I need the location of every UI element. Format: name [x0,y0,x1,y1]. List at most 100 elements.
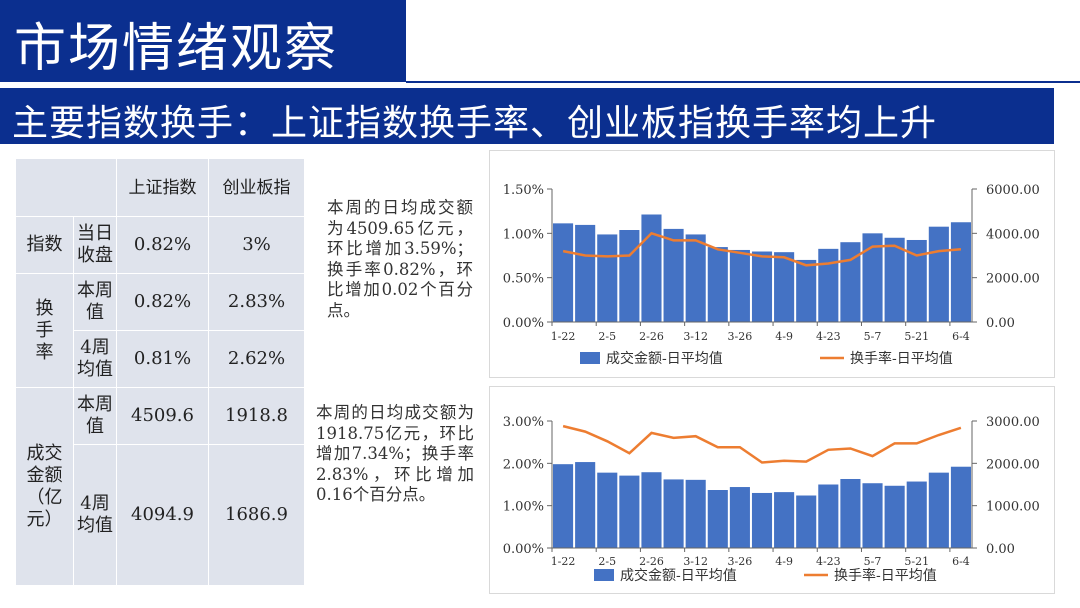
x-tick-label: 4-23 [816,330,841,343]
bar [906,481,927,548]
chart-sh: 0.00% 0.50% 1.00% 1.50% 0.00 2000.00 4000.00 60… [503,183,1040,367]
bar [597,472,618,548]
bar [840,478,861,548]
chart-sh-panel: 0.00% 0.50% 1.00% 1.50% 0.00 2000.00 4000.00 60… [489,150,1055,378]
bar [796,259,817,322]
bar [751,251,773,322]
chart-cy-panel: 0.00% 1.00% 2.00% 3.00% 0.00 1000.00 2000.00 30… [489,386,1055,594]
cell-turn-week-sh: 0.82% [116,273,209,331]
x-tick-label: 3-12 [683,555,708,568]
note-sh: 本周的日均成交额为4509.65亿元，环比增加3.59%；换手率0.82%，环比… [327,198,473,320]
bar [818,248,839,322]
right-tick-label: 0.00 [986,542,1015,557]
turnover-line [562,424,962,464]
turnover-line [562,231,962,267]
cell-vol-week-cy: 1918.8 [208,387,305,445]
x-tick-label: 4-23 [816,555,841,568]
x-tick-label: 5-7 [864,555,882,568]
bar [553,464,574,548]
bar [774,492,795,548]
bar [884,485,905,548]
cell-turn-4w-sh: 0.81% [116,330,209,388]
right-tick-label: 3000.00 [986,415,1040,430]
bar [619,475,640,548]
subtitle-bar: 主要指数换手：上证指数换手率、创业板指换手率均上升 [0,88,1054,144]
x-tick-label: 2-26 [639,555,664,568]
left-tick-label: 1.00% [503,500,544,515]
bar [862,233,883,322]
table-corner [15,158,117,217]
left-tick-label: 0.50% [503,272,544,287]
page-subtitle: 主要指数换手：上证指数换手率、创业板指换手率均上升 [12,103,938,144]
left-tick-label: 0.00% [503,316,544,331]
left-tick-label: 2.00% [503,457,544,472]
bar [906,239,927,322]
bar [928,226,949,322]
bar [663,479,684,548]
x-tick-label: 3-26 [728,555,753,568]
bar [575,224,596,322]
x-tick-label: 2-26 [639,330,664,343]
note-cy: 本周的日均成交额为1918.75亿元，环比增加7.34%；换手率2.83%，环比… [316,403,474,504]
bar [751,492,773,548]
page-title: 市场情绪观察 [14,19,339,79]
row-label-vol-4w: 4周均值 [73,444,117,586]
col-header-cy: 创业板指 [208,158,305,217]
bar [685,479,706,548]
legend-bar-label: 成交金额-日平均值 [606,350,723,367]
turnover-table: 上证指数 创业板指 指数 当日收盘 0.82% 3% 换手率 本周值 0.82%… [15,158,305,586]
bar [796,495,817,548]
bar [774,252,795,322]
left-tick-label: 3.00% [503,415,544,430]
bar [685,234,706,322]
legend-bar-label: 成交金额-日平均值 [620,567,737,584]
cell-close-cy: 3% [208,216,305,274]
legend-bar-swatch [580,352,600,364]
cell-turn-week-cy: 2.83% [208,273,305,331]
bar [862,483,883,548]
legend-bar-swatch [594,569,614,581]
cell-close-sh: 0.82% [116,216,209,274]
left-tick-label: 1.50% [503,183,544,198]
bar [840,242,861,322]
bar [818,484,839,548]
right-tick-label: 4000.00 [986,227,1040,242]
bar [884,237,905,322]
cell-vol-week-sh: 4509.6 [116,387,209,445]
bar [928,472,949,548]
page-title-box: 市场情绪观察 [0,0,406,82]
left-tick-label: 1.00% [503,227,544,242]
legend-line-label: 换手率-日平均值 [850,350,953,367]
bar [641,214,662,322]
group-label-index: 指数 [15,216,74,274]
bar [950,466,971,548]
bar [619,230,640,322]
x-tick-label: 6-4 [952,555,970,568]
right-tick-label: 2000.00 [986,457,1040,472]
cell-turn-4w-cy: 2.62% [208,330,305,388]
bar [641,472,662,548]
chart-cy: 0.00% 1.00% 2.00% 3.00% 0.00 1000.00 2000.00 30… [503,415,1040,584]
x-tick-label: 1-22 [551,555,576,568]
row-label-turn-4w: 4周均值 [73,330,117,388]
group-label-volume: 成交金额（亿元） [15,387,74,586]
title-rule [406,81,1080,83]
bar [707,247,728,322]
col-header-sh: 上证指数 [116,158,209,217]
group-label-turnover: 换手率 [15,273,74,388]
x-tick-label: 1-22 [551,330,576,343]
row-label-turn-week: 本周值 [73,273,117,331]
bar [663,228,684,322]
bar [707,490,728,548]
right-tick-label: 6000.00 [986,183,1040,198]
cell-vol-4w-cy: 1686.9 [208,444,305,586]
cell-vol-4w-sh: 4094.9 [116,444,209,586]
bar [597,234,618,322]
bar [950,222,971,322]
right-tick-label: 2000.00 [986,272,1040,287]
x-tick-label: 3-26 [728,330,753,343]
left-tick-label: 0.00% [503,542,544,557]
row-label-close: 当日收盘 [73,216,117,274]
row-label-vol-week: 本周值 [73,387,117,445]
right-tick-label: 0.00 [986,316,1015,331]
